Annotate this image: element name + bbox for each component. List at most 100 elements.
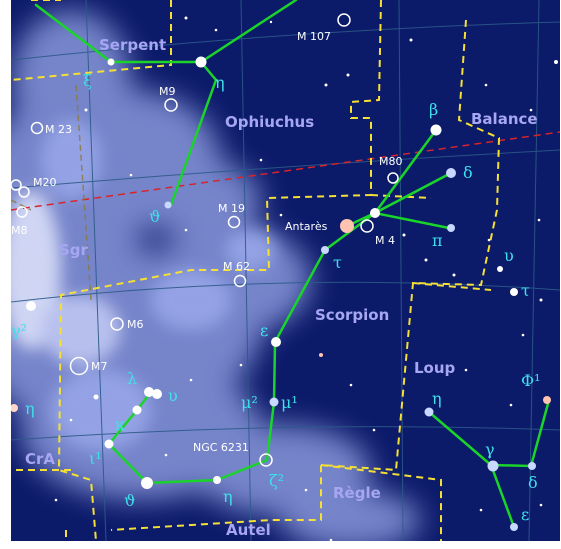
star-lambda-sco bbox=[144, 387, 154, 397]
m80-marker bbox=[387, 172, 399, 184]
star-kappa-sco bbox=[132, 405, 142, 415]
star-epsilon-sco bbox=[271, 337, 281, 347]
m107-marker bbox=[337, 13, 351, 27]
star-upsilon-sco bbox=[152, 389, 162, 399]
constellation-labels: Serpent Ophiuchus Balance Sgr Scorpion L… bbox=[25, 36, 538, 539]
label-eta-sco: η bbox=[223, 487, 233, 506]
label-serpent: Serpent bbox=[99, 36, 166, 54]
label-balance: Balance bbox=[471, 110, 538, 128]
star-antares bbox=[340, 219, 354, 233]
label-m62: M 62 bbox=[223, 260, 250, 273]
m20-marker-a bbox=[11, 179, 22, 191]
label-loup: Loup bbox=[414, 359, 456, 377]
milky-way bbox=[11, 10, 421, 541]
star-mu-sco bbox=[269, 397, 279, 407]
label-phi1-lup: Φ¹ bbox=[521, 371, 541, 390]
constellation-lines bbox=[34, 0, 551, 529]
star-xi-ser bbox=[107, 58, 115, 66]
m62-marker bbox=[233, 274, 247, 288]
star-iota1-sco bbox=[104, 439, 114, 449]
label-m9: M9 bbox=[159, 85, 176, 98]
label-eta-sgr: η bbox=[25, 399, 35, 418]
label-xi-ser: ξ bbox=[83, 71, 92, 90]
m6-marker bbox=[110, 317, 124, 331]
label-m8: M8 bbox=[11, 224, 28, 237]
star-theta-oph bbox=[164, 201, 172, 209]
label-delta-lup: δ bbox=[528, 473, 538, 492]
label-ngc6231: NGC 6231 bbox=[193, 441, 249, 454]
label-eta-lup: η bbox=[432, 389, 442, 408]
star-map: Serpent Ophiuchus Balance Sgr Scorpion L… bbox=[11, 0, 560, 541]
star-theta-sco bbox=[141, 477, 153, 489]
label-zeta2-sco: ζ² bbox=[269, 471, 284, 490]
label-sgr: Sgr bbox=[59, 241, 89, 259]
label-kappa-sco: κ bbox=[115, 415, 125, 434]
star-phi1-lup bbox=[543, 396, 551, 404]
star-eta-oph bbox=[195, 56, 207, 68]
label-epsilon-lup: ε bbox=[521, 505, 529, 524]
star-sigma-sco bbox=[370, 208, 380, 218]
constellation-boundaries bbox=[11, 0, 501, 541]
star-eta-lup bbox=[424, 407, 434, 417]
map-canvas: Serpent Ophiuchus Balance Sgr Scorpion L… bbox=[11, 0, 560, 541]
label-m80: M80 bbox=[379, 155, 403, 168]
star-tau-sco bbox=[321, 246, 329, 254]
star-delta-sco bbox=[446, 168, 456, 178]
star-tau-lib bbox=[510, 288, 518, 296]
m9-marker bbox=[164, 98, 178, 112]
deep-sky-labels: M 107 M9 M 23 M20 M8 M80 M 19 M 4 M 62 M… bbox=[11, 30, 403, 454]
star-gamma2-sgr bbox=[26, 301, 36, 311]
m8-marker bbox=[16, 206, 28, 218]
star-pi-sco bbox=[447, 224, 455, 232]
label-gamma-lup: γ bbox=[485, 440, 495, 459]
star-gamma-lup bbox=[487, 460, 499, 472]
label-ophiuchus: Ophiuchus bbox=[225, 113, 314, 131]
star-epsilon-lup bbox=[510, 523, 518, 531]
label-m107: M 107 bbox=[297, 30, 331, 43]
label-tau-sco: τ bbox=[333, 253, 342, 272]
ecliptic-line bbox=[11, 131, 560, 211]
label-upsilon-sco: υ bbox=[168, 386, 178, 405]
ngc6231-marker bbox=[259, 453, 273, 467]
stars bbox=[11, 56, 551, 531]
label-pi-sco: π bbox=[432, 231, 443, 250]
star-eta-sco bbox=[213, 476, 221, 484]
star-upsilon-lib bbox=[497, 266, 503, 272]
m20-marker-b bbox=[18, 186, 30, 198]
label-theta-oph: ϑ bbox=[149, 207, 160, 226]
constellation-boundaries-faint bbox=[11, 84, 92, 301]
label-beta-sco: β bbox=[429, 100, 438, 119]
label-gamma2-sgr: γ² bbox=[11, 321, 27, 340]
label-epsilon-sco: ε bbox=[260, 321, 268, 340]
deep-sky-markers bbox=[11, 13, 399, 467]
label-m20: M20 bbox=[33, 176, 57, 189]
label-eta-oph: η bbox=[215, 73, 225, 92]
m23-marker bbox=[30, 121, 44, 135]
m19-marker bbox=[227, 215, 241, 229]
label-m6: M6 bbox=[127, 318, 144, 331]
label-m7: M7 bbox=[91, 360, 108, 373]
m4-marker bbox=[360, 219, 374, 233]
label-iota1-sco: ι¹ bbox=[89, 449, 102, 468]
star-delta-lup bbox=[528, 462, 536, 470]
label-theta-sco: ϑ bbox=[124, 491, 135, 510]
label-regle: Règle bbox=[333, 484, 381, 502]
label-m23: M 23 bbox=[45, 123, 72, 136]
star-beta-sco bbox=[430, 124, 442, 136]
label-upsilon-lib: υ bbox=[504, 246, 514, 265]
star-eta-sgr bbox=[11, 404, 18, 412]
label-autel: Autel bbox=[226, 521, 271, 539]
label-antares: Antarès bbox=[285, 220, 328, 233]
greek-labels: ξ η ϑ β δ π τ ε μ² μ¹ ζ² η ϑ ι¹ κ λ υ γ²… bbox=[11, 71, 541, 524]
label-lambda-sco: λ bbox=[127, 369, 137, 388]
label-scorpion: Scorpion bbox=[315, 306, 389, 324]
m7-marker bbox=[69, 356, 89, 376]
label-mu1-sco: μ¹ bbox=[281, 393, 298, 412]
label-delta-sco: δ bbox=[463, 163, 473, 182]
label-tau-lib: τ bbox=[521, 281, 530, 300]
faint-stars bbox=[54, 16, 558, 541]
label-m19: M 19 bbox=[218, 202, 245, 215]
coordinate-grid bbox=[11, 0, 560, 541]
label-m4: M 4 bbox=[375, 234, 395, 247]
